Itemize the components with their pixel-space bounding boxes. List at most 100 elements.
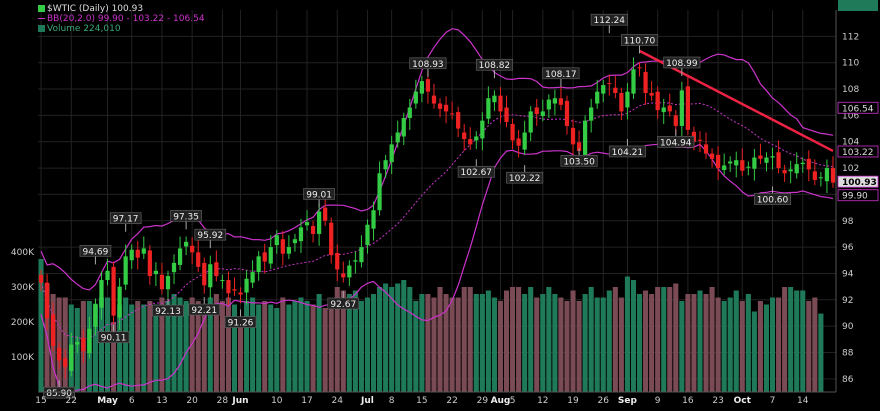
- volume-bar: [129, 304, 135, 392]
- annotation-label: 91.26: [228, 319, 254, 329]
- date-tick-label: 16: [682, 396, 694, 406]
- volume-bar: [38, 259, 44, 392]
- volume-bar: [643, 290, 649, 392]
- candle-body: [63, 358, 68, 367]
- candle-body: [75, 341, 80, 345]
- candle-body: [818, 177, 824, 179]
- volume-bar: [364, 297, 371, 392]
- line-legend-icon: [38, 18, 45, 19]
- volume-bar: [812, 297, 818, 392]
- volume-bar: [528, 287, 534, 392]
- bb-lower-band: [40, 143, 834, 398]
- date-tick-label: Aug: [491, 396, 511, 406]
- annotation-box: [79, 245, 112, 257]
- volume-bar: [757, 301, 763, 392]
- candle-body: [395, 132, 400, 143]
- volume-bar: [800, 290, 806, 392]
- candle-body: [516, 138, 521, 146]
- annotation-box: [475, 58, 513, 71]
- volume-bar: [135, 301, 141, 392]
- volume-bar: [685, 294, 691, 392]
- last-value-label: 106.54: [842, 104, 874, 114]
- price-tick-label: 102: [842, 164, 859, 174]
- legend-price: $WTIC (Daily) 100.93: [38, 4, 205, 14]
- candle-body: [685, 86, 691, 130]
- candle-body: [728, 161, 733, 164]
- candle-body: [625, 91, 630, 108]
- candle-body: [147, 250, 152, 277]
- annotation-box: [327, 297, 360, 310]
- volume-bar: [195, 301, 201, 392]
- volume-bar: [558, 297, 564, 392]
- volume-bar: [225, 297, 231, 392]
- annotation-box: [621, 34, 659, 46]
- annotation-label: 95.92: [197, 231, 223, 241]
- legend-bb-text: BB(20,2.0) 99.90 - 103.22 - 106.54: [47, 14, 205, 24]
- candle-body: [413, 91, 418, 104]
- volume-bar: [679, 301, 685, 392]
- candle-body: [546, 99, 551, 110]
- last-value-label: 103.22: [842, 148, 874, 158]
- annotation-label: 97.35: [173, 212, 199, 222]
- date-tick-label: 29: [477, 396, 489, 406]
- volume-bar: [407, 287, 413, 392]
- candle-body: [437, 103, 443, 109]
- annotation-label: 108.99: [666, 59, 698, 69]
- annotation-box: [657, 136, 695, 148]
- candle-body: [196, 252, 201, 267]
- candle-body: [99, 280, 104, 308]
- volume-bar: [237, 318, 244, 392]
- annotation-label: 90.11: [101, 334, 127, 344]
- legend-bb: BB(20,2.0) 99.90 - 103.22 - 106.54: [38, 14, 205, 24]
- candle-body: [129, 249, 134, 261]
- volume-bar: [618, 297, 624, 392]
- price-tick-label: 92: [842, 296, 853, 306]
- candle-body: [697, 139, 703, 141]
- volume-bar: [231, 304, 238, 392]
- volume-tick-label: 300K: [11, 283, 35, 293]
- date-tick-label: 24: [332, 396, 344, 406]
- candle-body: [117, 286, 122, 318]
- volume-bar: [473, 294, 479, 392]
- volume-bar: [794, 290, 800, 392]
- candle-body: [631, 69, 636, 94]
- date-tick-label: Jul: [360, 396, 374, 406]
- candle-body: [105, 270, 110, 281]
- candle-body: [335, 253, 340, 270]
- date-tick-label: 23: [712, 396, 723, 406]
- candle-body: [87, 328, 92, 354]
- volume-bar: [322, 308, 328, 392]
- price-tick-label: 110: [842, 59, 859, 69]
- date-tick-label: 14: [797, 396, 809, 406]
- annotation-box: [590, 13, 628, 26]
- candle-body: [776, 152, 781, 169]
- bb-middle-band: [40, 102, 834, 340]
- candle-body: [824, 168, 830, 182]
- volume-bar: [576, 301, 582, 392]
- candle-body: [462, 132, 467, 140]
- volume-bar: [751, 311, 757, 392]
- candle-body: [474, 136, 479, 141]
- candle-body: [111, 266, 116, 316]
- candle-body: [480, 120, 485, 139]
- volume-bar: [600, 297, 606, 392]
- candle-body: [250, 272, 255, 283]
- annotation-box: [170, 210, 202, 222]
- candle-body: [220, 280, 225, 282]
- volume-bar: [582, 294, 588, 392]
- candle-body: [135, 249, 140, 258]
- annotation-label: 92.67: [330, 300, 356, 310]
- annotation-label: 97.17: [113, 215, 139, 225]
- volume-tick-label: 100K: [11, 353, 35, 363]
- volume-bar: [141, 304, 147, 392]
- volume-bar: [383, 283, 389, 392]
- candle-body: [449, 113, 455, 115]
- date-tick-label: 10: [271, 396, 283, 406]
- candle-body: [419, 81, 425, 94]
- volume-bar: [594, 297, 600, 392]
- volume-bar: [624, 276, 630, 392]
- last-value-label: 99.90: [842, 192, 868, 202]
- annotation-label: 85.90: [46, 389, 72, 399]
- volume-bar: [262, 301, 268, 392]
